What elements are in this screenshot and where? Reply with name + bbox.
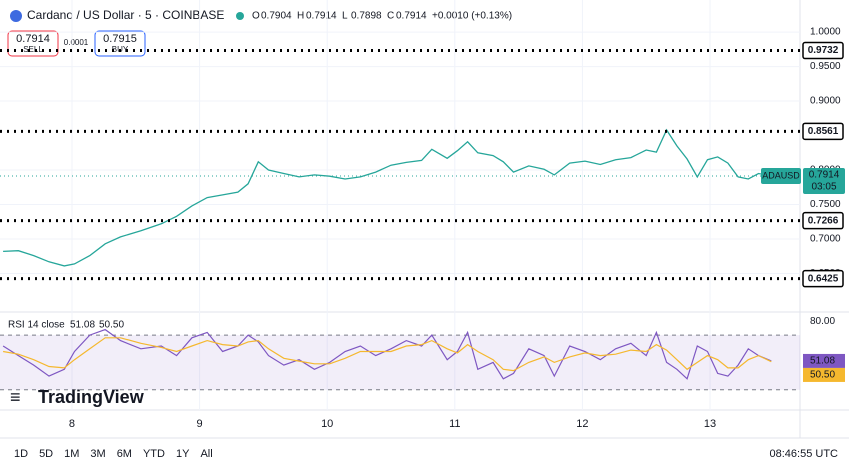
buy-price: 0.7915 [103,33,137,45]
y-tick-label: 1.0000 [810,27,841,38]
ohlc-label: C [387,11,394,22]
ticker-label: ADAUSD [762,170,800,180]
x-tick-label: 12 [576,418,588,430]
level-label: 0.6425 [808,273,839,284]
period-button[interactable]: 1D [14,448,28,460]
period-button[interactable]: 1Y [176,448,190,460]
price-box [803,167,845,194]
ohlc-value: 0.7914 [306,11,337,22]
sell-button[interactable] [7,30,59,57]
y-tick-label: 0.9000 [810,96,841,107]
change: +0.0010 (+0.13%) [432,11,512,22]
x-tick-label: 10 [321,418,333,430]
status-dot [236,12,244,20]
rsi-ma-value: 50.50 [99,320,124,331]
level-box [802,41,844,60]
level-box [802,269,844,288]
buy-button[interactable] [94,30,146,57]
rsi-value-axis: 51.08 [810,356,835,367]
rsi-line [2,328,772,380]
spread: 0.0001 [64,38,89,47]
x-tick-label: 8 [69,418,75,430]
price-line [3,128,772,267]
period-button[interactable]: 3M [90,448,105,460]
rsi-tick-label: 80.00 [810,316,835,327]
period-button[interactable]: 1M [64,448,79,460]
rsi-title: RSI 14 close [8,320,65,331]
level-box [802,122,844,141]
level-label: 0.7266 [808,215,839,226]
logo: TradingView [38,387,145,407]
clock: 08:46:55 UTC [770,448,839,460]
level-box [802,211,844,230]
symbol-icon [10,10,22,22]
x-tick-label: 9 [197,418,203,430]
rsi-ma-box [803,367,845,382]
y-tick-label: 0.9500 [810,61,841,72]
ohlc-label: H [297,11,304,22]
sell-label: SELL [23,45,43,54]
ohlc-value: 0.7904 [261,11,292,22]
rsi-ma-line [2,337,772,372]
ohlc-value: 0.7898 [351,11,382,22]
x-tick-label: 13 [704,418,716,430]
period-button[interactable]: YTD [143,448,165,460]
y-tick-label: 0.7000 [810,234,841,245]
rsi-value-box [803,353,845,368]
ohlc-label: O [252,11,260,22]
period-button[interactable]: 6M [117,448,132,460]
price-label: 0.7914 [809,170,840,181]
period-button[interactable]: 5D [39,448,53,460]
sell-price: 0.7914 [16,33,50,45]
level-label: 0.8561 [808,126,839,137]
rsi-value: 51.08 [70,320,95,331]
ohlc-value: 0.7914 [396,11,427,22]
countdown: 03:05 [811,182,836,193]
level-label: 0.9732 [808,45,839,56]
symbol-title: Cardano / US Dollar · 5 · COINBASE [27,8,224,22]
ohlc-label: L [342,11,348,22]
ticker-box [761,167,801,184]
y-tick-label: 0.7500 [810,199,841,210]
rsi-ma-axis: 50.50 [810,370,835,381]
period-button[interactable]: All [200,448,212,460]
logo-mark: ≡ [10,387,21,407]
x-tick-label: 11 [449,418,460,430]
